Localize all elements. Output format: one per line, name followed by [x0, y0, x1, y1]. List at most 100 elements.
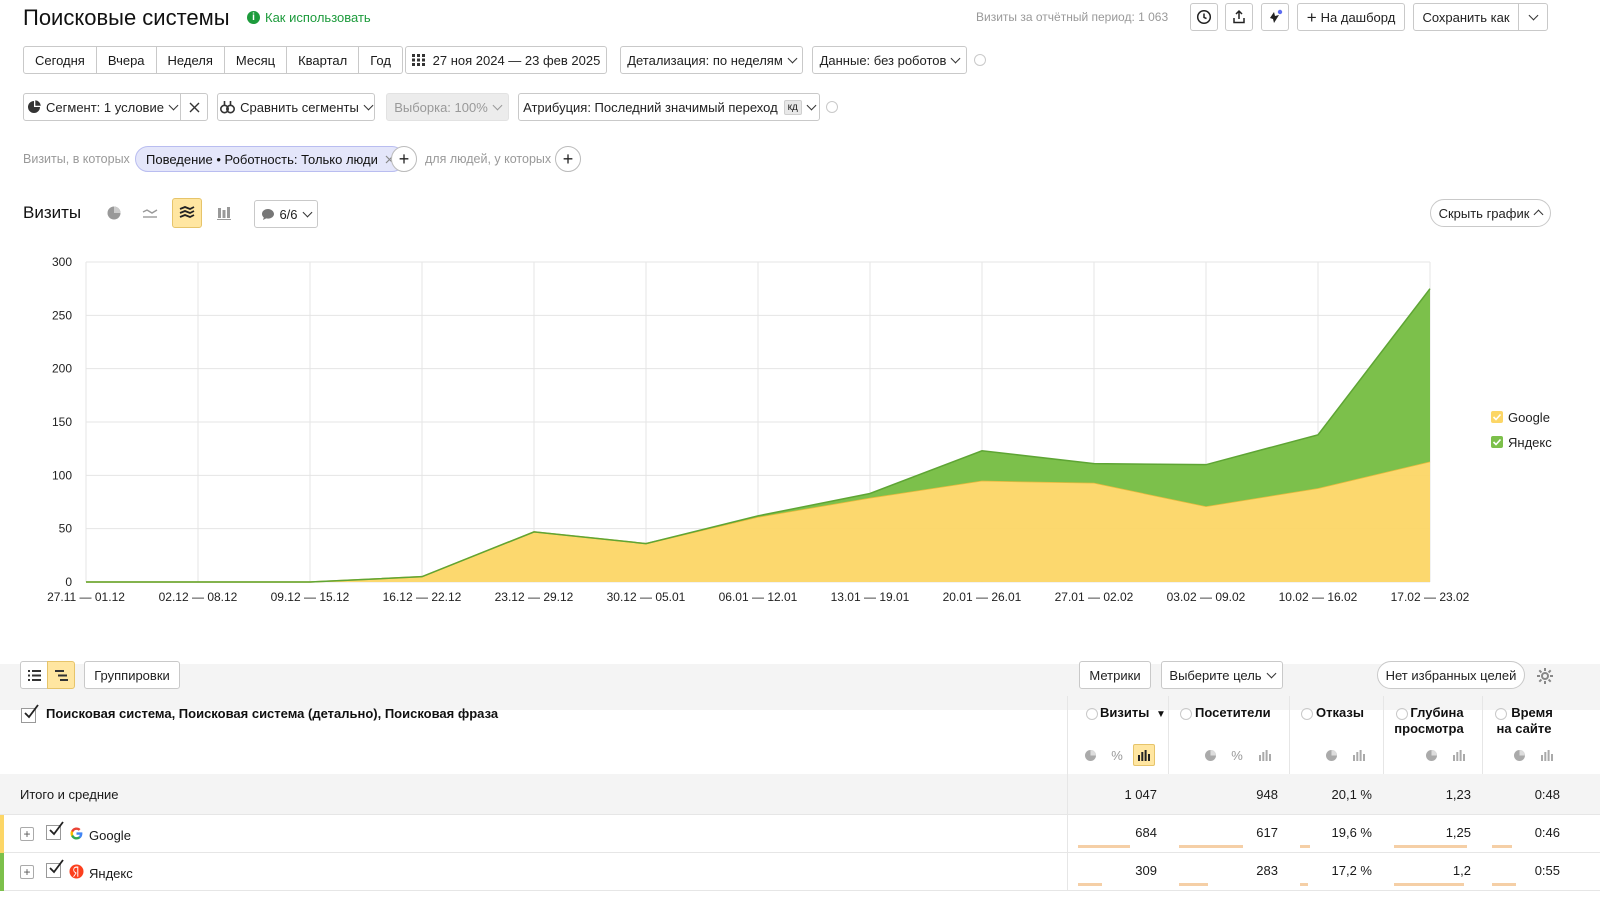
series-selector[interactable]: 6/6 [254, 200, 318, 228]
period-year[interactable]: Год [359, 46, 403, 74]
pie-icon [28, 100, 41, 113]
select-all-checkbox[interactable] [21, 704, 39, 723]
row-value: 19,6 % [1331, 825, 1372, 840]
attribution-dropdown[interactable]: Атрибуция: Последний значимый переход кд [518, 93, 820, 121]
save-as-button[interactable]: Сохранить как [1413, 3, 1519, 31]
column-bounce[interactable]: Отказы [1316, 705, 1364, 720]
hide-chart-button[interactable]: Скрыть график [1430, 199, 1551, 227]
y-tick-label: 300 [52, 255, 72, 269]
notifications-button[interactable] [1261, 3, 1289, 31]
sort-desc-icon: ▼ [1155, 709, 1166, 720]
visits-pie-view[interactable] [1079, 744, 1101, 766]
compare-segments-dropdown[interactable]: Сравнить сегменты [217, 93, 375, 121]
chart-title: Визиты [23, 203, 82, 222]
area-series-google [86, 461, 1430, 582]
visits-percent-view[interactable]: % [1106, 744, 1128, 766]
people-condition-text: для людей, у которых [425, 152, 552, 166]
data-filter-dropdown[interactable]: Данные: без роботов [812, 46, 967, 74]
metrics-button[interactable]: Метрики [1079, 661, 1151, 689]
compare-icon [220, 101, 236, 114]
help-icon[interactable] [1495, 708, 1507, 720]
time-bar-view[interactable] [1536, 744, 1558, 766]
depth-bar-view[interactable] [1448, 744, 1470, 766]
legend-swatch [1491, 436, 1503, 448]
bar-chart-icon [1138, 749, 1150, 761]
depth-pie-view[interactable] [1420, 744, 1442, 766]
period-yesterday[interactable]: Вчера [96, 46, 157, 74]
pie-chart-icon [1084, 749, 1096, 761]
row-value: 1,2 [1452, 863, 1471, 878]
visitors-pie-view[interactable] [1199, 744, 1221, 766]
filter-chip[interactable]: Поведение • Роботность: Только люди [135, 146, 405, 172]
add-visit-condition-button[interactable]: + [391, 146, 417, 172]
visitors-percent-view[interactable]: % [1226, 744, 1248, 766]
row-checkbox[interactable] [46, 859, 64, 878]
bounce-bar-view[interactable] [1348, 744, 1370, 766]
row-value: 0:46 [1534, 825, 1560, 840]
how-to-use-link[interactable]: i Как использовать [247, 10, 371, 25]
row-label[interactable]: Яндекс [89, 866, 133, 881]
dimension-header[interactable]: Поисковая система, Поисковая система (де… [46, 706, 499, 721]
list-view-button[interactable] [20, 661, 48, 689]
time-pie-view[interactable] [1508, 744, 1530, 766]
pie-chart-toggle[interactable] [99, 198, 129, 228]
expand-row-button[interactable]: + [20, 865, 34, 879]
to-dashboard-button[interactable]: + На дашборд [1297, 3, 1405, 31]
help-icon[interactable] [1301, 708, 1313, 720]
yandex-logo-icon [69, 864, 84, 879]
line-chart-toggle[interactable] [135, 198, 165, 228]
help-icon[interactable] [1086, 708, 1098, 720]
list-icon [27, 669, 41, 681]
groupings-button[interactable]: Группировки [84, 661, 180, 689]
expand-row-button[interactable]: + [20, 827, 34, 841]
tree-view-button[interactable] [47, 661, 75, 689]
period-quarter[interactable]: Квартал [287, 46, 360, 74]
settings-gear-icon[interactable] [1536, 667, 1554, 688]
info-icon: i [247, 11, 260, 24]
visits-bar-view[interactable] [1133, 744, 1155, 766]
row-value: 617 [1256, 825, 1278, 840]
bar-chart-toggle[interactable] [209, 198, 239, 228]
chevron-down-icon [1528, 10, 1538, 20]
area-chart-toggle[interactable] [172, 198, 202, 228]
table-row[interactable]: + Яндекс 309 283 17,2 % 1,2 0:55 [0, 853, 1600, 891]
plus-icon: + [398, 148, 410, 169]
period-week[interactable]: Неделя [156, 46, 225, 74]
column-depth[interactable]: Глубина просмотра [1394, 705, 1464, 736]
row-label[interactable]: Google [89, 828, 131, 843]
save-as-dropdown[interactable] [1518, 3, 1548, 31]
date-range-picker[interactable]: 27 ноя 2024 — 23 фев 2025 [405, 46, 607, 74]
chevron-down-icon [168, 100, 179, 110]
export-button[interactable] [1225, 3, 1253, 31]
row-value-bar [1492, 883, 1516, 886]
detail-dropdown[interactable]: Детализация: по неделям [620, 46, 803, 74]
y-tick-label: 100 [52, 468, 72, 482]
history-button[interactable] [1190, 3, 1218, 31]
row-value: 283 [1256, 863, 1278, 878]
visits-area-chart: 0 50 100 150 200 250 300 27.11 — 01.12 02.12 — 0… [47, 255, 1552, 604]
row-value-bar [1394, 883, 1464, 886]
row-value: 309 [1135, 863, 1157, 878]
favorite-goals-button[interactable]: Нет избранных целей [1377, 661, 1525, 689]
column-visitors[interactable]: Посетители [1195, 705, 1271, 720]
period-today[interactable]: Сегодня [23, 46, 97, 74]
help-icon[interactable] [826, 101, 838, 113]
plus-icon: + [562, 148, 574, 169]
clock-icon [1196, 9, 1212, 25]
bounce-pie-view[interactable] [1320, 744, 1342, 766]
period-month[interactable]: Месяц [224, 46, 288, 74]
choose-goal-dropdown[interactable]: Выберите цель [1161, 661, 1283, 689]
table-row[interactable]: + Google 684 617 19,6 % 1,25 0:46 [0, 815, 1600, 853]
row-value-bar [1078, 883, 1102, 886]
column-time[interactable]: Время на сайте [1496, 705, 1553, 736]
segment-dropdown[interactable]: Сегмент: 1 условие [23, 93, 181, 121]
help-icon[interactable] [974, 54, 986, 66]
help-icon[interactable] [1396, 708, 1408, 720]
sample-dropdown[interactable]: Выборка: 100% [386, 93, 509, 121]
clear-segment-button[interactable] [180, 93, 208, 121]
add-people-condition-button[interactable]: + [555, 146, 581, 172]
help-icon[interactable] [1180, 708, 1192, 720]
column-visits[interactable]: Визиты ▼ [1100, 705, 1166, 720]
visitors-bar-view[interactable] [1254, 744, 1276, 766]
row-checkbox[interactable] [46, 821, 64, 840]
